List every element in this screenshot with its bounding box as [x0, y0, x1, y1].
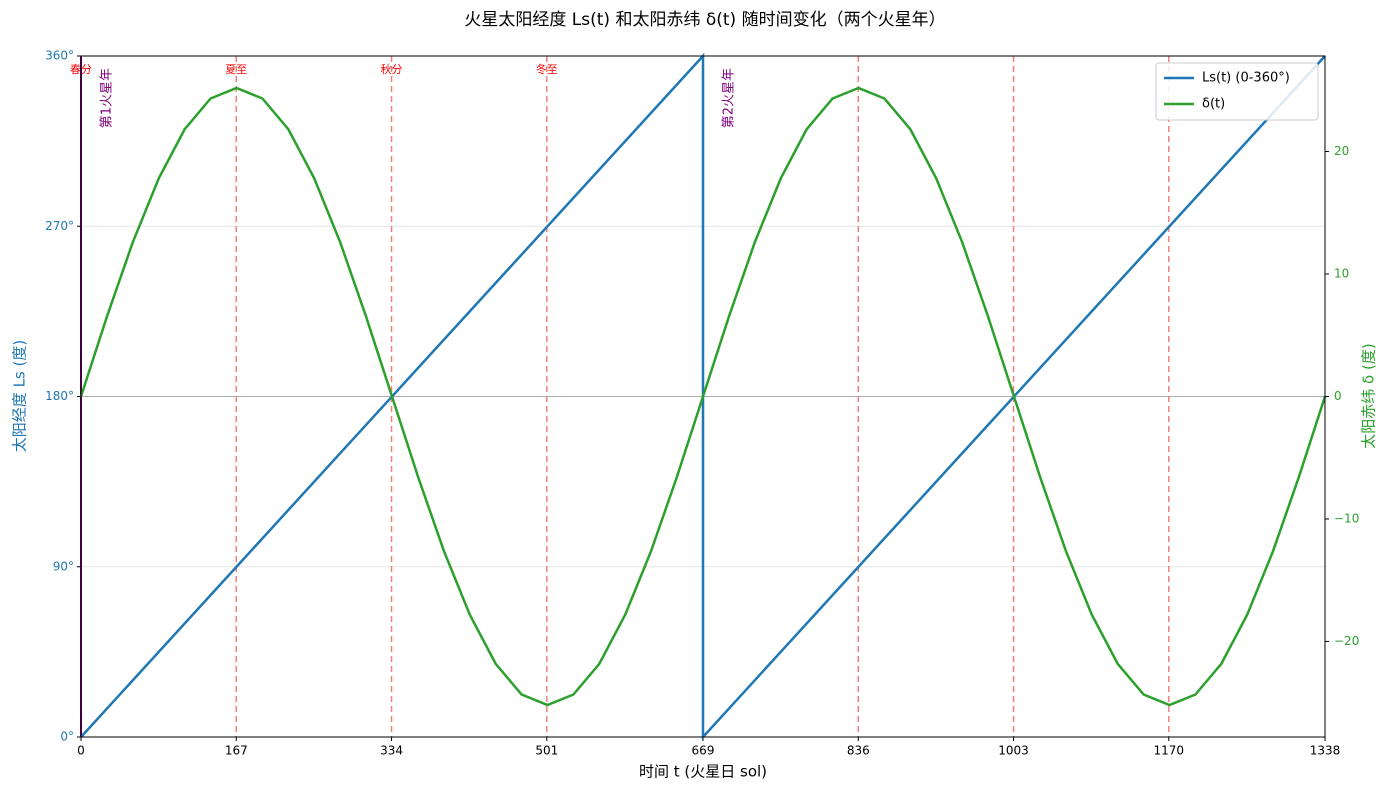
legend-label: Ls(t) (0-360°): [1202, 71, 1290, 86]
x-tick-label: 501: [535, 744, 558, 758]
x-tick-label: 334: [380, 744, 403, 758]
x-tick-label: 0: [77, 744, 85, 758]
y-tick-label: 90°: [53, 559, 74, 573]
y-axis-label: 太阳经度 Ls (度): [11, 340, 29, 452]
y-tick-label: 0°: [60, 730, 74, 744]
y2-tick-label: −10: [1334, 511, 1359, 525]
series-line: [79, 86, 1327, 707]
x-tick-label: 669: [692, 744, 715, 758]
season-label: 冬至: [536, 62, 558, 76]
y-tick-label: 360°: [45, 49, 74, 63]
y-tick-label: 270°: [45, 219, 74, 233]
season-label: 夏至: [225, 63, 247, 76]
year-label: 第2火星年: [722, 68, 737, 128]
x-tick-label: 836: [847, 744, 870, 758]
y-tick-label: 180°: [45, 389, 74, 403]
legend-box: [1155, 62, 1319, 121]
y2-tick-label: 0: [1334, 389, 1342, 403]
season-label: 秋分: [381, 62, 403, 76]
x-tick-label: 1003: [998, 744, 1029, 758]
y2-axis-label: 太阳赤纬 δ (度): [1360, 343, 1378, 448]
x-axis-label: 时间 t (火星日 sol): [639, 763, 767, 781]
plot-frame: [80, 55, 1326, 738]
y2-tick-label: 10: [1334, 267, 1349, 281]
x-tick-label: 167: [225, 744, 248, 758]
year-label: 第1火星年: [100, 68, 115, 128]
y2-tick-label: −20: [1334, 634, 1359, 648]
x-tick-label: 1338: [1310, 744, 1341, 758]
x-tick-label: 1170: [1154, 744, 1185, 758]
legend-label: δ(t): [1202, 97, 1225, 112]
y2-tick-label: 20: [1334, 144, 1349, 158]
chart-title: 火星太阳经度 Ls(t) 和太阳赤纬 δ(t) 随时间变化（两个火星年）: [464, 10, 945, 30]
